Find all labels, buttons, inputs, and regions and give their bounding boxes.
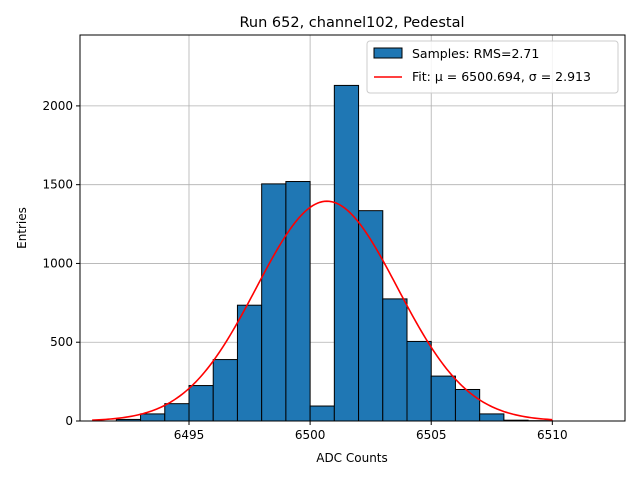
x-tick-label: 6500 xyxy=(295,428,326,442)
histogram-bar xyxy=(285,181,311,422)
y-axis-label: Entries xyxy=(15,207,29,249)
histogram-bar xyxy=(333,84,360,422)
y-tick-label: 500 xyxy=(50,335,73,349)
histogram-bar xyxy=(406,340,432,422)
histogram-bars xyxy=(115,84,553,422)
y-tick-label: 1000 xyxy=(42,256,73,270)
legend-label-samples: Samples: RMS=2.71 xyxy=(412,46,539,61)
x-axis-ticks: 6495 6500 6505 6510 xyxy=(174,421,568,442)
chart-title: Run 652, channel102, Pedestal xyxy=(239,15,464,31)
histogram-bar xyxy=(479,413,505,422)
y-tick-label: 1500 xyxy=(42,178,73,192)
histogram-bar xyxy=(430,375,456,422)
legend-swatch-samples xyxy=(373,47,403,59)
histogram-bar xyxy=(236,304,263,422)
histogram-bar xyxy=(358,210,384,422)
x-axis-label: ADC Counts xyxy=(316,451,388,465)
histogram-bar xyxy=(454,388,481,422)
x-tick-label: 6505 xyxy=(416,428,447,442)
histogram-bar xyxy=(164,403,190,422)
histogram-bar xyxy=(309,405,335,422)
x-tick-label: 6510 xyxy=(537,428,568,442)
legend-box xyxy=(366,40,619,94)
histogram-bar xyxy=(212,359,238,422)
histogram-bar xyxy=(188,385,214,422)
legend: Samples: RMS=2.71 Fit: μ = 6500.694, σ =… xyxy=(366,40,619,94)
plot-frame xyxy=(79,34,626,422)
histogram-bar xyxy=(140,413,166,422)
y-tick-label: 2000 xyxy=(42,99,73,113)
histogram-bar xyxy=(261,183,287,422)
y-axis-ticks: 0 500 1000 1500 2000 xyxy=(42,99,80,428)
y-tick-label: 0 xyxy=(65,414,73,428)
fit-curve xyxy=(92,200,553,421)
legend-label-fit: Fit: μ = 6500.694, σ = 2.913 xyxy=(412,69,591,84)
histogram-bar xyxy=(382,298,408,422)
x-tick-label: 6495 xyxy=(174,428,205,442)
